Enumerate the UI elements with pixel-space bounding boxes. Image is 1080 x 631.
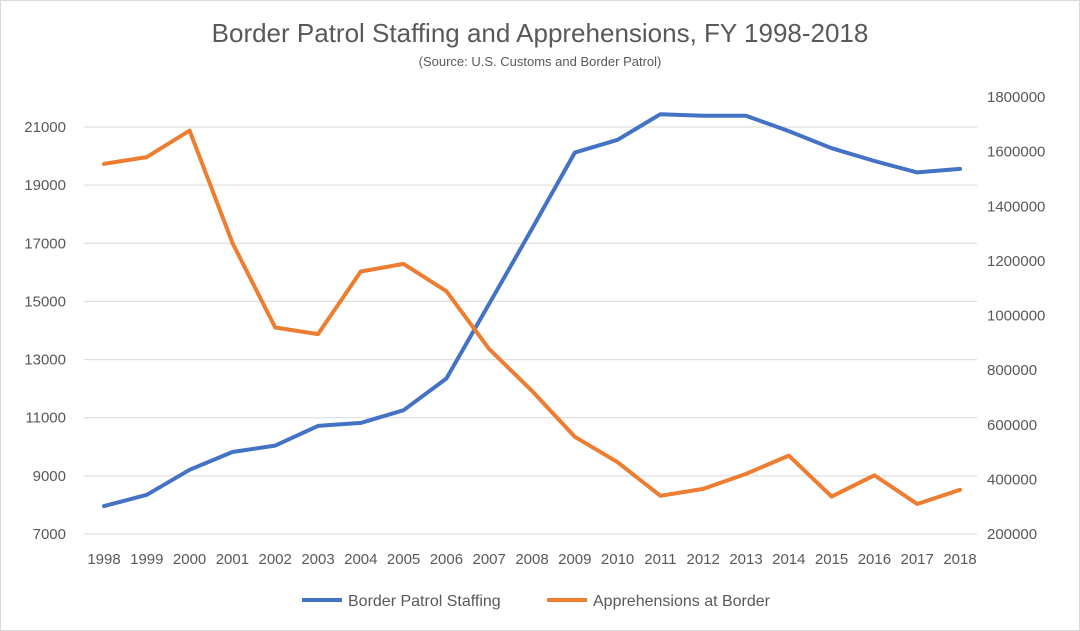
- x-axis-tick-label: 2015: [815, 551, 848, 568]
- right-axis-tick-label: 1600000: [987, 144, 1045, 161]
- x-axis-tick-label: 2013: [729, 551, 762, 568]
- chart-subtitle: (Source: U.S. Customs and Border Patrol): [418, 54, 662, 69]
- x-axis-tick-label: 2014: [772, 551, 805, 568]
- legend-label-border-patrol-staffing: Border Patrol Staffing: [348, 593, 501, 610]
- x-axis-tick-label: 2007: [473, 551, 506, 568]
- legend: Border Patrol Staffing Apprehensions at B…: [302, 593, 771, 610]
- x-axis-tick-label: 2004: [344, 551, 377, 568]
- right-axis-tick-label: 400000: [987, 471, 1037, 488]
- x-axis-tick-label: 1999: [130, 551, 163, 568]
- x-axis-tick-label: 2005: [387, 551, 420, 568]
- gridlines: [84, 126, 977, 535]
- x-axis-tick-label: 2006: [430, 551, 463, 568]
- left-axis-tick-label: 9000: [33, 468, 66, 485]
- x-axis-tick-label: 2001: [216, 551, 249, 568]
- x-axis-tick-label: 2017: [901, 551, 934, 568]
- x-axis-tick-label: 2000: [173, 551, 206, 568]
- right-axis-tick-label: 600000: [987, 417, 1037, 434]
- right-axis-tick-label: 200000: [987, 526, 1037, 543]
- chart-title: Border Patrol Staffing and Apprehensions…: [211, 18, 869, 48]
- x-axis-ticks: 1998 1999 2000 2001 2002 2003 2004 2005 2006 2007…: [87, 551, 976, 568]
- x-axis-tick-label: 2018: [943, 551, 976, 568]
- right-axis-tick-label: 800000: [987, 362, 1037, 379]
- x-axis-tick-label: 2011: [644, 551, 676, 568]
- right-axis-tick-label: 1800000: [987, 89, 1045, 106]
- left-axis-tick-label: 21000: [24, 119, 66, 136]
- left-axis-tick-label: 13000: [24, 352, 66, 369]
- x-axis-tick-label: 2012: [687, 551, 720, 568]
- x-axis-tick-label: 1998: [87, 551, 120, 568]
- right-axis-tick-label: 1000000: [987, 308, 1045, 325]
- left-axis-ticks: 7000 9000 11000 13000 15000 17000 19000 21000: [24, 119, 66, 543]
- x-axis-tick-label: 2010: [601, 551, 634, 568]
- x-axis-tick-label: 2008: [515, 551, 548, 568]
- right-axis-tick-label: 1400000: [987, 198, 1045, 215]
- legend-label-apprehensions-at-border: Apprehensions at Border: [593, 593, 771, 610]
- x-axis-tick-label: 2002: [259, 551, 292, 568]
- series-lines: [102, 112, 962, 509]
- series-line-border-patrol-staffing: [102, 112, 962, 509]
- left-axis-tick-label: 15000: [24, 293, 66, 310]
- left-axis-tick-label: 19000: [24, 177, 66, 194]
- series-line-apprehensions-at-border: [102, 128, 962, 506]
- right-axis-tick-label: 1200000: [987, 253, 1045, 270]
- x-axis-tick-label: 2016: [858, 551, 891, 568]
- x-axis-tick-label: 2009: [558, 551, 591, 568]
- left-axis-tick-label: 11000: [25, 410, 66, 427]
- left-axis-tick-label: 7000: [33, 526, 66, 543]
- right-axis-ticks: 200000 400000 600000 800000 1000000 1200000 14…: [987, 89, 1045, 543]
- x-axis-tick-label: 2003: [301, 551, 334, 568]
- left-axis-tick-label: 17000: [24, 235, 66, 252]
